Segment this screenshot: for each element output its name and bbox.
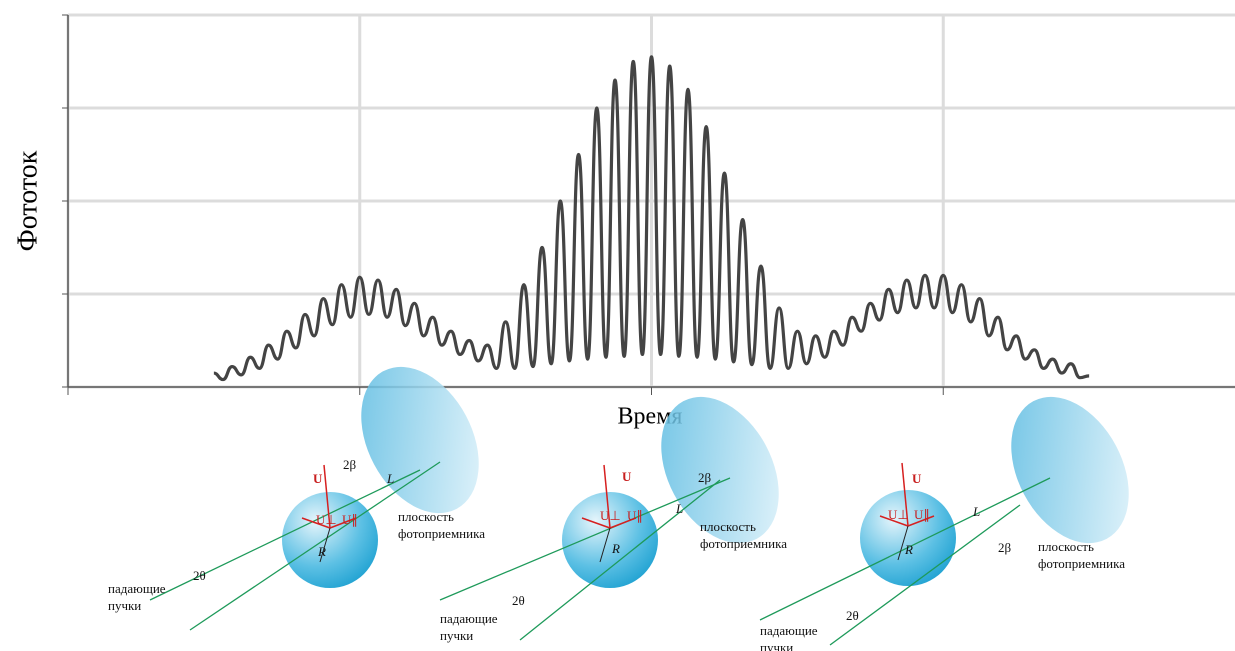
particle	[860, 490, 956, 586]
beams-label: пучки	[760, 640, 793, 651]
detector-plane	[1011, 396, 1129, 544]
particle	[282, 492, 378, 588]
label-beta: 2β	[998, 540, 1012, 555]
label-l: L	[675, 501, 683, 516]
plane-label: плоскость	[700, 519, 756, 534]
beams-label: падающие	[760, 623, 818, 638]
beams-label: падающие	[108, 581, 166, 596]
label-theta: 2θ	[193, 568, 206, 583]
beams-label: пучки	[440, 628, 473, 643]
label-r: R	[611, 541, 620, 556]
velocity	[581, 517, 611, 529]
beam	[519, 479, 721, 641]
velocity	[609, 517, 637, 529]
label-r: R	[317, 544, 326, 559]
beams-label: пучки	[108, 598, 141, 613]
velocity	[301, 517, 331, 529]
label-beta: 2β	[343, 457, 357, 472]
signal-line	[213, 55, 1090, 382]
beams-label: падающие	[440, 611, 498, 626]
velocity	[329, 517, 357, 529]
label-uperp: U⊥	[888, 507, 909, 522]
velocity	[907, 515, 935, 527]
velocity	[879, 515, 909, 527]
label-uperp: U⊥	[600, 508, 621, 523]
label-uperp: U⊥	[316, 512, 337, 527]
label-upar: U∥	[342, 512, 358, 527]
velocity	[901, 462, 909, 527]
beam	[759, 477, 1051, 621]
label-l: L	[386, 471, 394, 486]
label-u: U	[622, 469, 632, 484]
beam	[149, 469, 421, 601]
radius	[599, 527, 611, 563]
beam	[439, 477, 731, 601]
detector-plane	[361, 366, 479, 514]
beam	[189, 461, 441, 631]
label-upar: U∥	[627, 508, 643, 523]
radius	[319, 527, 331, 563]
label-r: R	[904, 542, 913, 557]
plane-label: фотоприемника	[1038, 556, 1125, 571]
plane-label: плоскость	[1038, 539, 1094, 554]
plane-label: фотоприемника	[398, 526, 485, 541]
plane-label: фотоприемника	[700, 536, 787, 551]
label-l: L	[972, 504, 980, 519]
plane-label: плоскость	[398, 509, 454, 524]
velocity	[603, 464, 611, 529]
label-upar: U∥	[914, 507, 930, 522]
label-u: U	[912, 471, 922, 486]
radius	[897, 525, 909, 561]
label-theta: 2θ	[846, 608, 859, 623]
velocity	[323, 464, 331, 529]
diagrams: U 2β L U⊥ U∥ R 2θ плоскость падающие фотоприемник…	[108, 366, 1129, 651]
label-theta: 2θ	[512, 593, 525, 608]
detector-plane	[661, 396, 779, 544]
label-u: U	[313, 471, 323, 486]
particle	[562, 492, 658, 588]
plot	[62, 13, 1235, 395]
label-beta: 2β	[698, 470, 712, 485]
beam	[829, 504, 1021, 646]
y-axis-label: Фототок	[12, 150, 43, 251]
